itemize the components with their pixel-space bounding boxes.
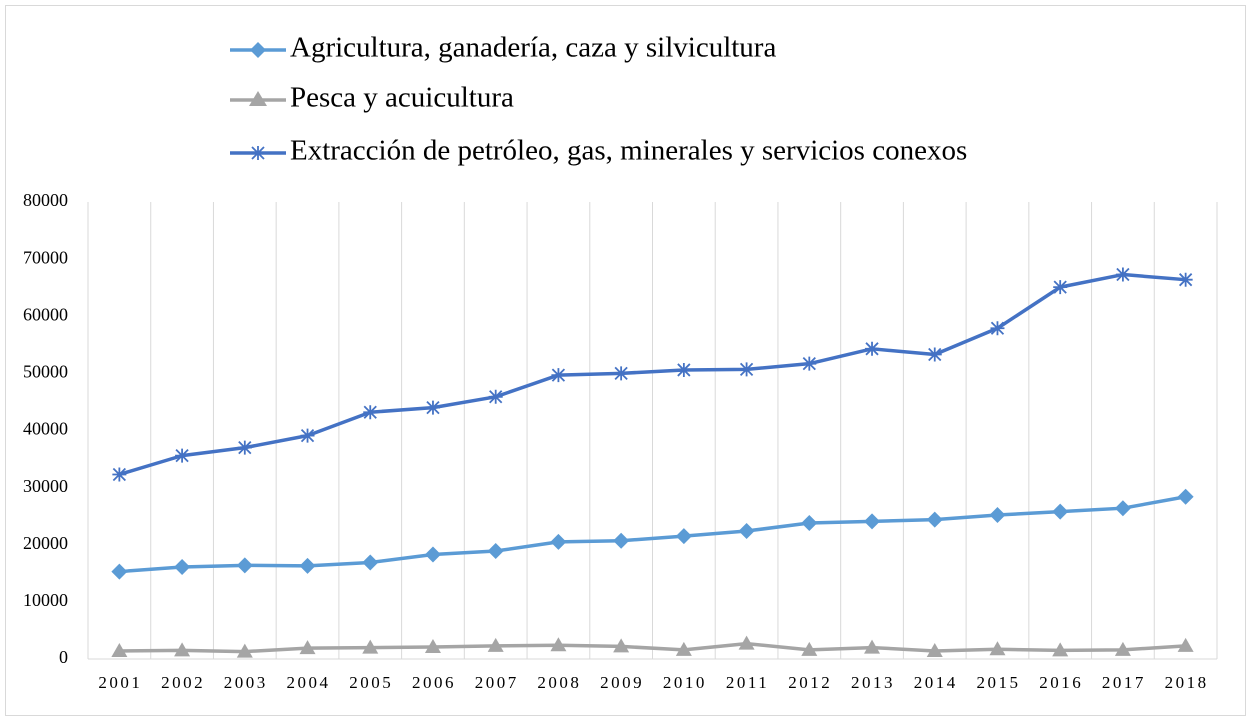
legend-marker [251,146,265,160]
point-marker [927,347,942,362]
point-marker [1114,641,1131,656]
x-tick-label: 2018 [1165,673,1209,692]
x-tick-label: 2013 [851,673,895,692]
point-marker [175,448,190,463]
x-tick-label: 2015 [976,673,1020,692]
point-marker [299,640,316,655]
x-tick-label: 2006 [412,673,456,692]
y-tick-label: 80000 [23,190,68,210]
x-tick-label: 2003 [224,673,268,692]
point-marker [1177,488,1194,505]
point-marker [675,641,692,656]
point-marker [362,554,379,571]
point-marker [488,389,503,404]
point-marker [738,523,755,540]
point-marker [1052,503,1069,520]
point-marker [1178,272,1193,287]
y-tick-label: 0 [59,647,68,667]
point-marker [864,513,881,530]
point-marker [613,532,630,549]
point-marker [363,405,378,420]
point-marker [550,637,567,652]
point-marker [675,528,692,545]
y-tick-label: 10000 [23,590,68,610]
x-tick-label: 2002 [161,673,205,692]
series-line [119,641,1186,654]
point-marker [425,400,440,415]
y-tick-label: 20000 [23,533,68,553]
x-tick-label: 2012 [788,673,832,692]
legend-label: Agricultura, ganadería, caza y silvicult… [290,32,776,64]
point-marker [487,543,504,560]
point-marker [613,638,630,653]
legend-marker [249,91,267,106]
x-tick-label: 2004 [287,673,331,692]
point-marker [614,366,629,381]
x-tick-label: 2010 [663,673,707,692]
y-tick-label: 30000 [23,476,68,496]
point-marker [236,643,253,658]
point-marker [1115,267,1130,282]
point-marker [738,635,755,650]
x-tick-label: 2005 [349,673,393,692]
point-marker [550,533,567,550]
x-tick-label: 2007 [475,673,519,692]
series-line [119,495,1186,574]
point-marker [487,637,504,652]
point-marker [1053,280,1068,295]
legend-marker [250,42,266,58]
point-marker [424,639,441,654]
point-marker [676,362,691,377]
point-marker [739,362,754,377]
point-marker [362,639,379,654]
y-tick-label: 50000 [23,362,68,382]
x-tick-label: 2017 [1102,673,1146,692]
point-marker [989,641,1006,656]
legend-label: Extracción de petróleo, gas, minerales y… [290,135,967,167]
point-marker [864,639,881,654]
point-marker [801,515,818,532]
point-marker [990,321,1005,336]
point-marker [174,642,191,657]
point-marker [802,356,817,371]
point-marker [424,546,441,563]
point-marker [300,428,315,443]
point-marker [237,440,252,455]
x-tick-label: 2016 [1039,673,1083,692]
x-tick-label: 2014 [914,673,958,692]
point-marker [111,643,128,658]
point-marker [174,559,191,576]
point-marker [865,341,880,356]
point-marker [926,511,943,528]
point-marker [1177,637,1194,652]
series-line [118,272,1186,477]
point-marker [111,563,128,580]
x-tick-label: 2001 [98,673,142,692]
point-marker [299,557,316,574]
point-marker [236,557,253,574]
point-marker [989,507,1006,524]
x-tick-label: 2009 [600,673,644,692]
x-tick-label: 2011 [726,673,769,692]
x-tick-label: 2008 [537,673,581,692]
point-marker [1052,642,1069,657]
legend-label: Pesca y acuicultura [290,82,514,114]
y-tick-label: 70000 [23,247,68,267]
point-marker [926,643,943,658]
point-marker [551,368,566,383]
point-marker [112,467,127,482]
point-marker [801,641,818,656]
y-tick-label: 60000 [23,304,68,324]
chart-border [5,5,1246,716]
point-marker [1114,500,1131,517]
y-tick-label: 40000 [23,419,68,439]
